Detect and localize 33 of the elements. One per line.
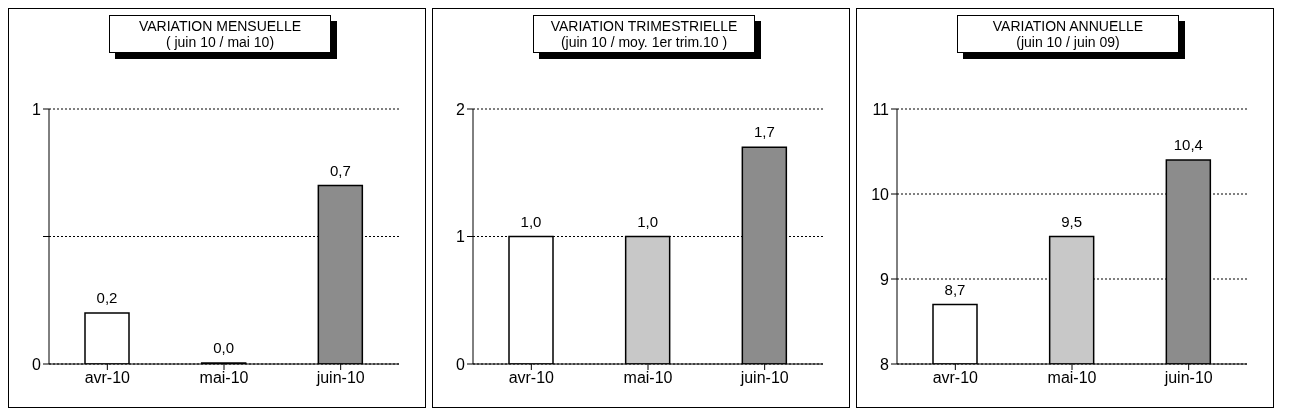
- chart-subtitle: ( juin 10 / mai 10): [164, 34, 276, 50]
- x-tick-label: avr-10: [84, 369, 131, 387]
- y-tick-label: 0: [456, 355, 466, 373]
- y-tick-label: 1: [32, 100, 42, 118]
- data-label: 8,7: [944, 280, 966, 298]
- data-label: 1,0: [520, 212, 542, 230]
- y-tick-label: 9: [880, 270, 890, 288]
- data-label: 10,4: [1173, 136, 1203, 153]
- x-tick-label: juin-10: [1163, 369, 1213, 387]
- chart-title: VARIATION ANNUELLE: [991, 18, 1145, 34]
- x-tick-label: avr-10: [508, 369, 555, 387]
- data-label: 0,2: [96, 289, 118, 306]
- data-label: 0,7: [329, 161, 351, 179]
- x-tick-label: mai-10: [623, 369, 673, 387]
- chart-title: VARIATION TRIMESTRIELLE: [549, 18, 739, 34]
- y-tick-label: 0: [32, 355, 42, 373]
- y-tick-label: 1: [456, 228, 466, 246]
- chart-subtitle: (juin 10 / moy. 1er trim.10 ): [559, 34, 729, 50]
- data-label: 1,7: [753, 123, 775, 141]
- data-label: 1,0: [637, 212, 659, 230]
- data-label: 0,0: [213, 339, 235, 356]
- y-tick-label: 2: [456, 100, 466, 118]
- chart-subtitle: (juin 10 / juin 09): [1015, 34, 1121, 50]
- x-tick-label: mai-10: [199, 369, 249, 387]
- x-tick-label: juin-10: [739, 369, 789, 387]
- data-label: 9,5: [1061, 212, 1083, 230]
- x-tick-label: avr-10: [932, 369, 979, 387]
- chart-title: VARIATION MENSUELLE: [137, 18, 303, 34]
- x-tick-label: mai-10: [1047, 369, 1097, 387]
- x-tick-label: juin-10: [315, 369, 365, 387]
- y-tick-label: 11: [872, 100, 890, 118]
- y-tick-label: 8: [880, 355, 890, 373]
- y-tick-label: 10: [871, 185, 890, 203]
